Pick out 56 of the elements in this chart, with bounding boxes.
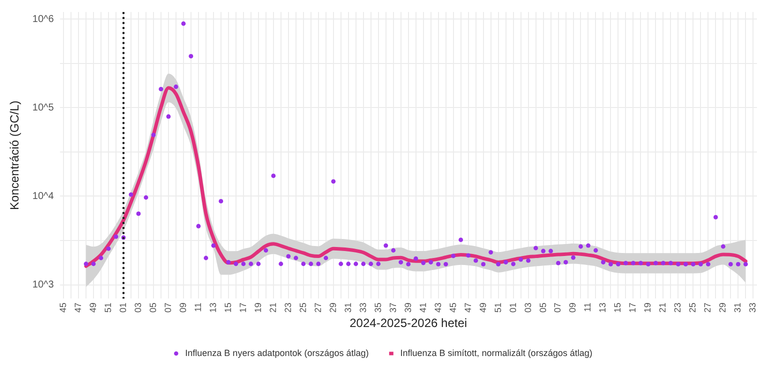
x-tick-label: 39 <box>402 302 413 313</box>
x-tick-label: 49 <box>478 302 488 313</box>
x-tick-label: 17 <box>628 302 638 313</box>
y-tick-label: 10^6 <box>32 14 54 25</box>
x-tick-label: 33 <box>748 302 758 313</box>
x-tick-label: 05 <box>148 302 158 313</box>
x-tick-label: 47 <box>462 302 473 313</box>
x-tick-label: 41 <box>418 302 428 313</box>
x-tick-label: 07 <box>552 302 563 313</box>
x-tick-label: 37 <box>388 302 398 313</box>
x-tick-label: 21 <box>658 302 668 313</box>
x-tick-label: 11 <box>192 302 203 312</box>
x-tick-label: 05 <box>538 302 548 313</box>
y-tick-label: 10^4 <box>32 190 54 202</box>
x-tick-label: 33 <box>358 302 368 313</box>
x-tick-label: 01 <box>508 302 518 313</box>
x-tick-label: 03 <box>132 302 143 313</box>
x-tick-label: 35 <box>372 302 383 313</box>
x-tick-label: 03 <box>522 302 533 313</box>
x-tick-label: 25 <box>298 302 308 313</box>
x-tick-label: 23 <box>672 302 683 313</box>
x-tick-label: 07 <box>162 302 173 313</box>
x-tick-label: 13 <box>208 302 218 313</box>
x-tick-label: 47 <box>73 302 83 313</box>
x-tick-label: 09 <box>178 302 188 313</box>
x-tick-label: 13 <box>598 302 608 313</box>
x-tick-label: 43 <box>432 302 443 313</box>
x-tick-label: 45 <box>58 302 68 313</box>
x-tick-label: 31 <box>342 302 353 313</box>
x-tick-label: 15 <box>612 302 623 313</box>
x-tick-label: 31 <box>732 302 743 313</box>
legend-label: Influenza B nyers adatpontok (országos átlag) <box>185 348 369 358</box>
y-axis-title: Koncentráció (GC/L) <box>8 100 22 210</box>
line-series <box>84 86 748 268</box>
x-tick-label: 23 <box>282 302 293 313</box>
x-tick-label: 17 <box>238 302 248 313</box>
y-tick-label: 10^3 <box>32 280 54 291</box>
x-tick-label: 51 <box>492 302 503 313</box>
x-tick-label: 29 <box>328 302 338 313</box>
x-tick-label: 21 <box>268 302 278 313</box>
y-tick-label: 10^5 <box>32 102 54 114</box>
x-tick-label: 01 <box>118 302 128 313</box>
x-tick-label: 19 <box>252 302 263 313</box>
x-tick-label: 45 <box>448 302 458 313</box>
x-tick-label: 15 <box>222 302 233 313</box>
x-tick-label: 27 <box>702 302 713 313</box>
legend-label: Influenza B simított, normalizált (országos átlag) <box>400 348 592 358</box>
x-tick-label: 29 <box>718 302 728 313</box>
x-tick-label: 09 <box>568 302 578 313</box>
x-tick-label: 11 <box>582 302 593 312</box>
x-tick-label: 27 <box>312 302 323 313</box>
x-tick-label: 49 <box>88 302 98 313</box>
x-axis-title: 2024-2025-2026 hetei <box>350 316 468 330</box>
x-tick-label: 51 <box>102 302 113 313</box>
x-tick-label: 19 <box>642 302 653 313</box>
x-tick-label: 25 <box>688 302 698 313</box>
